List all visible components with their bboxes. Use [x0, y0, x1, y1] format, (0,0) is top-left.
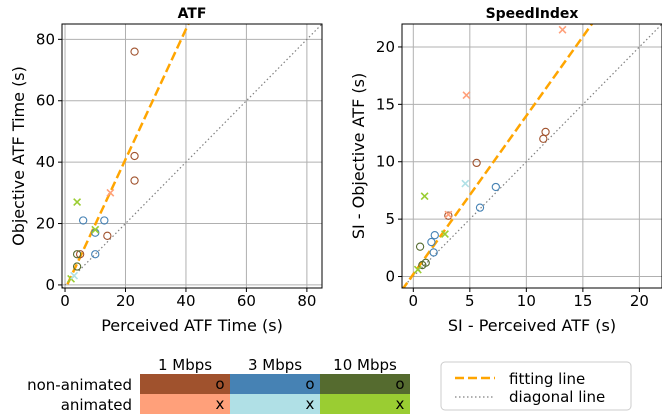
- point-circle: [72, 250, 82, 259]
- plot-area: [402, 24, 662, 288]
- y-tick-label: 0: [45, 276, 55, 294]
- x-tick-label: 20: [630, 292, 649, 310]
- point-circle: [475, 203, 485, 212]
- point-circle: [491, 182, 500, 192]
- point-cross: [558, 25, 567, 34]
- legend-cell-marker: o: [305, 375, 314, 393]
- legend-cell-marker: o: [215, 375, 224, 393]
- point-cross: [106, 188, 115, 197]
- chart-atf: 0 20 40 60 80 0 20 40 60 80 ATF Perceived ATF Time …: [9, 6, 323, 335]
- y-tick-label: 80: [36, 30, 55, 48]
- point-circle: [100, 216, 109, 225]
- point-circle: [539, 134, 548, 143]
- y-tick-label: 40: [36, 153, 55, 171]
- x-tick-label: 5: [465, 292, 475, 310]
- chart-title: SpeedIndex: [486, 6, 579, 22]
- point-cross: [73, 198, 82, 207]
- chart-title: ATF: [178, 6, 207, 22]
- point-circle: [130, 151, 139, 161]
- legend-cell: [320, 394, 410, 414]
- point-cross: [444, 210, 453, 219]
- legend-cell: [230, 394, 320, 414]
- legend-cell-marker: o: [395, 375, 404, 393]
- point-cross: [462, 91, 471, 100]
- legend-cell-marker: x: [216, 395, 225, 413]
- point-circle: [418, 260, 427, 270]
- legend-cell: [140, 374, 230, 394]
- y-tick-label: 5: [385, 210, 395, 228]
- x-tick-label: 60: [237, 292, 256, 310]
- y-tick-label: 0: [385, 268, 395, 286]
- x-tick-label: 20: [116, 292, 135, 310]
- legend-cell: [140, 394, 230, 414]
- point-cross: [413, 265, 422, 274]
- plot-area: [62, 24, 322, 288]
- point-circle: [130, 176, 139, 185]
- point-circle: [415, 242, 425, 251]
- point-cross: [420, 192, 429, 201]
- x-tick-label: 0: [409, 292, 419, 310]
- fitting-line: [402, 24, 594, 288]
- diagonal-line: [62, 24, 322, 288]
- point-circle: [103, 231, 112, 240]
- point-circle: [430, 231, 439, 240]
- point-circle: [541, 127, 550, 137]
- x-tick-label: 15: [573, 292, 592, 310]
- x-tick-label: 0: [60, 292, 70, 310]
- legend-fitting-line-label: fitting line: [509, 370, 585, 388]
- legend-row-label: animated: [61, 396, 132, 414]
- y-axis-label: Objective ATF Time (s): [9, 66, 28, 246]
- axes-frame: [401, 23, 662, 289]
- point-circle: [472, 158, 481, 168]
- x-tick-label: 10: [517, 292, 536, 310]
- fitting-line: [64, 24, 190, 288]
- legend-cell: [230, 374, 320, 394]
- x-axis-label: SI - Perceived ATF (s): [448, 316, 616, 335]
- point-cross: [461, 179, 470, 188]
- point-circle: [444, 211, 453, 220]
- x-tick-label: 80: [297, 292, 316, 310]
- legend-cell: [320, 374, 410, 394]
- legend-column-header: 10 Mbps: [333, 356, 397, 374]
- point-circle: [75, 250, 85, 259]
- chart-speedindex: 0 5 10 15 20 0 5 10 15 20 SpeedIndex SI - Perceived…: [349, 6, 662, 335]
- legend-column-header: 1 Mbps: [158, 356, 212, 374]
- legend-diagonal-line-label: diagonal line: [509, 388, 605, 406]
- point-circle: [427, 237, 436, 247]
- point-circle: [130, 47, 139, 56]
- point-circle: [429, 248, 438, 257]
- axes-frame: [61, 23, 323, 289]
- legend-row-label: non-animated: [27, 376, 132, 394]
- legend-cell-marker: x: [396, 395, 405, 413]
- y-tick-label: 15: [376, 95, 395, 113]
- legend-cell-marker: x: [306, 395, 315, 413]
- legend-table: 1 Mbps 3 Mbps 10 Mbps non-animated o o o animat…: [27, 356, 410, 414]
- point-cross: [440, 230, 449, 239]
- x-tick-label: 40: [176, 292, 195, 310]
- point-circle: [72, 262, 82, 271]
- y-tick-label: 20: [376, 38, 395, 56]
- y-tick-label: 10: [376, 153, 395, 171]
- legend-column-header: 3 Mbps: [248, 356, 302, 374]
- legend-box: [440, 361, 632, 411]
- point-cross: [70, 271, 79, 280]
- x-axis-label: Perceived ATF Time (s): [101, 316, 283, 335]
- y-axis-label: SI - Objective ATF (s): [349, 73, 368, 239]
- y-tick-label: 60: [36, 92, 55, 110]
- point-circle: [79, 216, 88, 225]
- point-cross: [91, 225, 100, 234]
- point-circle: [91, 250, 100, 259]
- y-tick-label: 20: [36, 215, 55, 233]
- diagonal-line: [402, 24, 662, 288]
